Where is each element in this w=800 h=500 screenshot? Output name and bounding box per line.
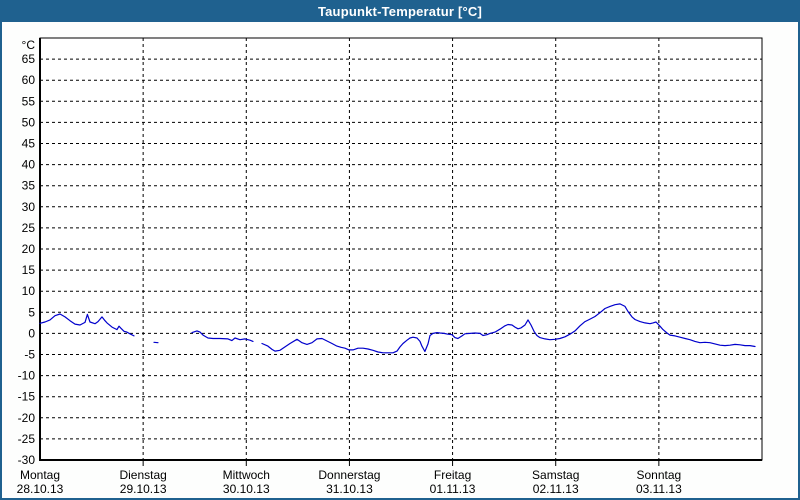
day-label: Samstag <box>532 468 579 482</box>
day-label: Montag <box>20 468 60 482</box>
page-title: Taupunkt-Temperatur [°C] <box>317 3 483 19</box>
date-label: 02.11.13 <box>533 482 579 496</box>
titlebar: Taupunkt-Temperatur [°C] <box>0 0 800 22</box>
y-tick-label: 5 <box>28 305 35 319</box>
dew-point-line-segment <box>39 313 135 337</box>
day-label: Donnerstag <box>318 468 380 482</box>
y-tick-label: 20 <box>22 242 36 256</box>
dew-point-line-segment <box>191 330 254 342</box>
y-tick-label: 25 <box>22 221 36 235</box>
y-tick-label: 15 <box>22 263 36 277</box>
y-tick-label: 35 <box>22 179 36 193</box>
day-label: Freitag <box>434 468 471 482</box>
y-tick-label: 55 <box>22 94 36 108</box>
date-label: 29.10.13 <box>120 482 167 496</box>
y-tick-label: 40 <box>22 158 36 172</box>
day-label: Dienstag <box>119 468 166 482</box>
y-tick-label: 30 <box>22 200 36 214</box>
y-axis-unit-label: °C <box>22 38 36 52</box>
y-tick-label: -10 <box>18 369 36 383</box>
y-tick-label: 45 <box>22 137 36 151</box>
y-tick-label: -20 <box>18 411 36 425</box>
day-label: Sonntag <box>636 468 681 482</box>
y-tick-label: -5 <box>24 348 35 362</box>
y-tick-label: 65 <box>22 52 36 66</box>
y-tick-label: -30 <box>18 453 36 467</box>
date-label: 28.10.13 <box>17 482 64 496</box>
y-tick-label: 0 <box>28 326 35 340</box>
date-label: 03.11.13 <box>636 482 682 496</box>
y-tick-label: 10 <box>22 284 36 298</box>
date-label: 31.10.13 <box>326 482 373 496</box>
y-tick-label: 50 <box>22 115 36 129</box>
y-tick-label: -25 <box>18 432 36 446</box>
dew-point-line-segment <box>261 303 756 354</box>
y-tick-label: 60 <box>22 73 36 87</box>
date-label: 01.11.13 <box>430 482 476 496</box>
date-label: 30.10.13 <box>223 482 270 496</box>
day-label: Mittwoch <box>223 468 270 482</box>
y-tick-label: -15 <box>18 390 36 404</box>
